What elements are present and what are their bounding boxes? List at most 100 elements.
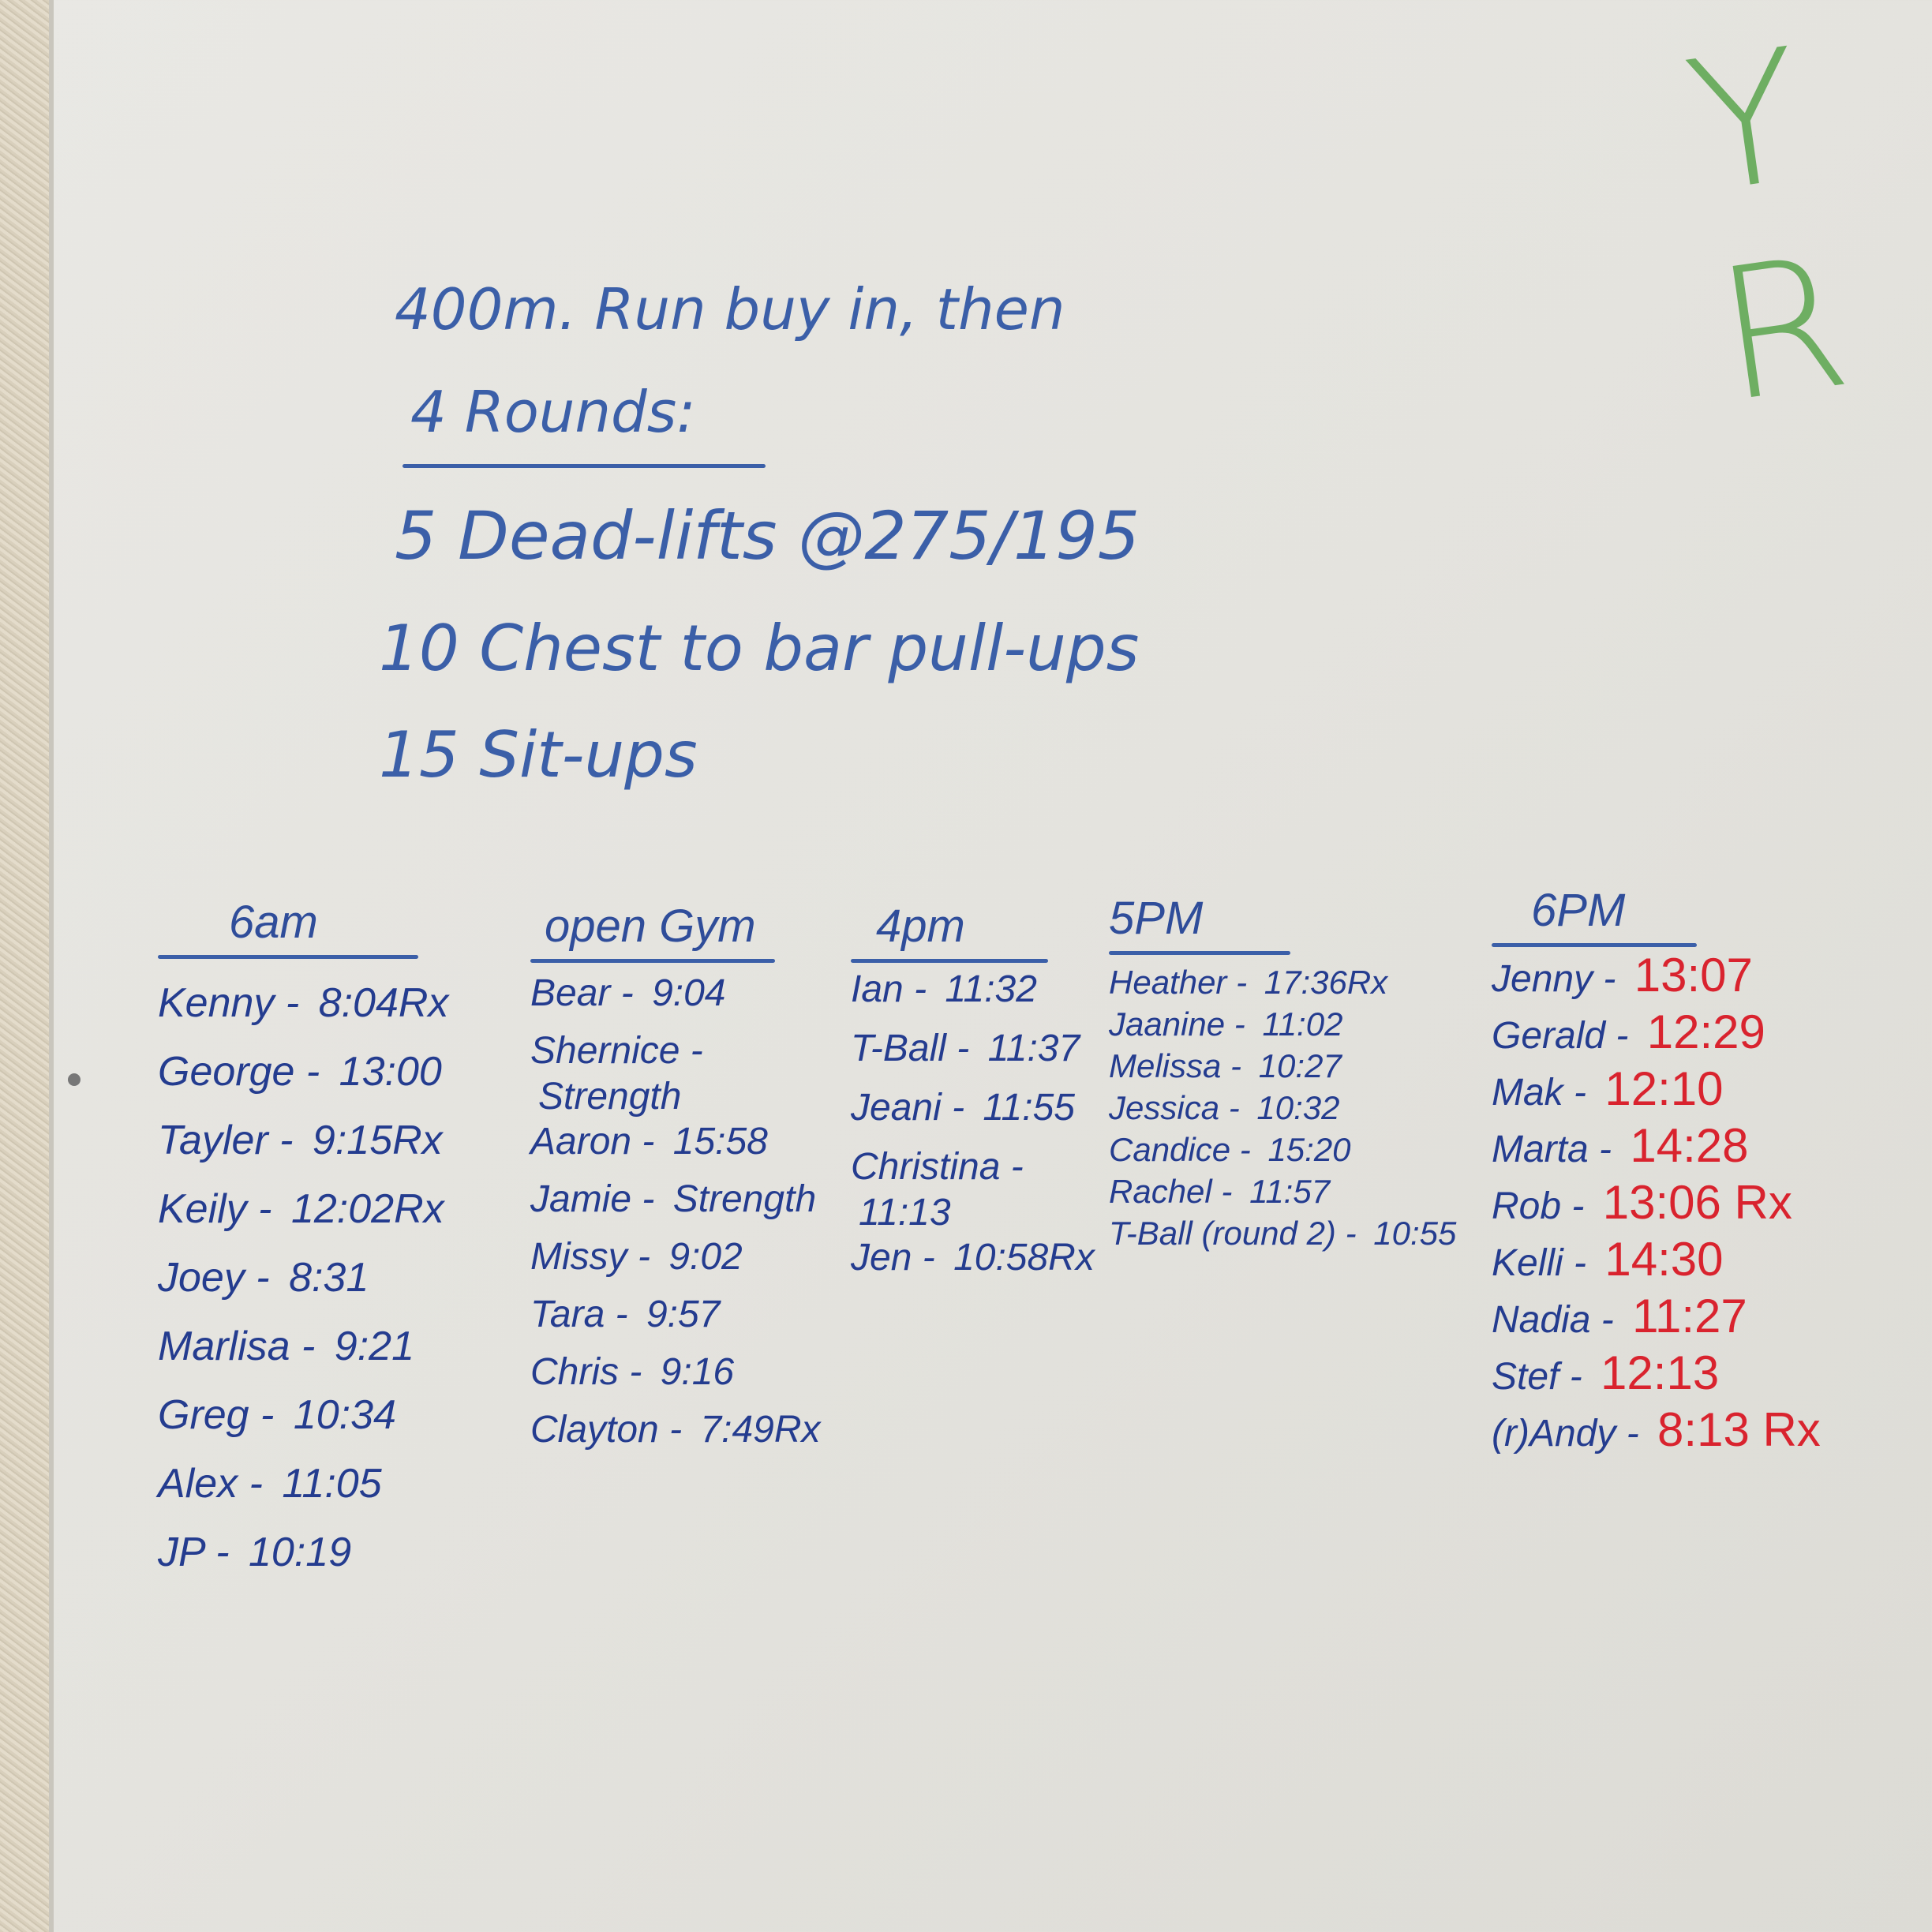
athlete-name: Chris - [530,1351,642,1394]
athlete-name: Aaron - [530,1121,655,1163]
result-entry: Marta - 14:28 [1492,1118,1910,1174]
result-time: 12:02Rx [290,1186,444,1232]
result-time: 9:21 [334,1324,415,1369]
workout-line: 10 Chest to bar pull-ups [379,612,1140,685]
athlete-name: Joey - [158,1255,270,1301]
result-entry: Greg - 10:34 [158,1391,521,1459]
header-underline [1492,943,1697,947]
result-entry: Jamie - Strength [530,1177,842,1234]
result-entry: Rachel - 11:57 [1109,1172,1480,1214]
wall-texture [0,0,51,1932]
result-time: 11:02 [1262,1005,1343,1043]
result-time: 10:27 [1258,1047,1342,1084]
result-entry: Keily - 12:02Rx [158,1185,521,1253]
result-entry: Jen - 10:58Rx [851,1235,1102,1294]
result-entry: Jenny - 13:07 [1492,947,1910,1004]
result-entry: Nadia - 11:27 [1492,1288,1910,1345]
result-time: 8:31 [289,1255,369,1301]
result-time: 10:58Rx [953,1237,1095,1279]
green-marker-letters: Y R [1676,6,1892,444]
athlete-name: Tayler - [158,1118,294,1163]
result-time: 9:57 [646,1294,721,1336]
athlete-name: Jessica - [1109,1089,1240,1126]
result-time: 13:00 [339,1049,442,1095]
athlete-name: Mak - [1492,1072,1586,1114]
result-time: 14:30 [1604,1233,1724,1286]
result-time: 12:13 [1601,1346,1720,1399]
entries-list: Jenny - 13:07 Gerald - 12:29 Mak - 12:10 Ma… [1492,947,1910,1458]
result-time: 9:04 [652,972,726,1014]
result-time: 9:16 [660,1351,735,1394]
workout-line: 15 Sit-ups [379,718,698,792]
result-entry: Joey - 8:31 [158,1253,521,1322]
athlete-name: T-Ball - [851,1028,970,1069]
result-entry: Aaron - 15:58 [530,1119,842,1177]
athlete-name: T-Ball (round 2) - [1109,1215,1357,1252]
result-time: 13:07 [1634,949,1753,1002]
athlete-name: Missy - [530,1236,650,1279]
result-entry: Jessica - 10:32 [1109,1088,1480,1130]
result-entry: Tara - 9:57 [530,1292,842,1350]
entries-list: Bear - 9:04 Shernice - Strength Aaron - 15… [530,971,842,1465]
result-entry: Clayton - 7:49Rx [530,1407,842,1465]
athlete-name: JP - [158,1530,230,1575]
athlete-name: Candice - [1109,1131,1251,1168]
result-time: 9:15Rx [312,1118,443,1163]
athlete-name: Heather - [1109,964,1248,1001]
result-entry: Chris - 9:16 [530,1350,842,1407]
result-time: 15:58 [672,1121,768,1163]
athlete-name: Tara - [530,1294,628,1336]
underline [402,464,766,468]
result-time: 9:02 [668,1236,743,1279]
result-entry: Bear - 9:04 [530,971,842,1028]
result-entry: Ian - 11:32 [851,967,1102,1026]
result-time: 11:13 [859,1191,951,1234]
result-time: 11:55 [983,1087,1075,1129]
entries-list: Heather - 17:36Rx Jaanine - 11:02 Melissa … [1109,963,1480,1256]
header-underline [851,959,1048,963]
result-entry: (r)Andy - 8:13 Rx [1492,1402,1910,1458]
athlete-name: Greg - [158,1392,275,1438]
athlete-name: Rob - [1492,1185,1585,1227]
athlete-name: Marta - [1492,1129,1612,1170]
result-time: 11:32 [945,968,1037,1010]
athlete-name: Christina - [851,1146,1024,1188]
column-header: 5PM [1109,893,1204,944]
result-time: 15:20 [1267,1131,1351,1168]
result-entry: George - 13:00 [158,1047,521,1116]
result-entry: Rob - 13:06 Rx [1492,1174,1910,1231]
result-time: 10:55 [1373,1215,1457,1252]
result-entry: Tayler - 9:15Rx [158,1116,521,1185]
result-entry: JP - 10:19 [158,1528,521,1597]
result-entry: T-Ball (round 2) - 10:55 [1109,1214,1480,1256]
result-time: 11:05 [282,1461,382,1507]
result-time: 12:29 [1646,1005,1765,1058]
whiteboard-frame-edge [49,0,54,1932]
workout-line: 5 Dead-lifts @275/195 [395,497,1140,575]
athlete-name: (r)Andy - [1492,1413,1639,1455]
column-header: open Gym [545,900,756,952]
result-time: 11:57 [1249,1173,1331,1210]
result-entry: Marlisa - 9:21 [158,1322,521,1391]
column-header: 6PM [1531,885,1626,936]
entries-list: Ian - 11:32 T-Ball - 11:37 Jeani - 11:55 Ch… [851,967,1102,1294]
result-entry: Kelli - 14:30 [1492,1231,1910,1288]
result-entry: T-Ball - 11:37 [851,1026,1102,1085]
result-time: 10:34 [293,1392,396,1438]
result-time: Strength [672,1178,817,1221]
athlete-name: Jen - [851,1237,935,1279]
athlete-name: Gerald - [1492,1015,1629,1057]
athlete-name: Ian - [851,968,927,1010]
result-entry: Kenny - 8:04Rx [158,979,521,1047]
entries-list: Kenny - 8:04Rx George - 13:00 Tayler - 9:1… [158,979,521,1597]
result-time: 8:04Rx [318,980,449,1026]
header-underline [530,959,775,963]
column-header: 4pm [876,900,965,952]
athlete-name: Jeani - [851,1087,965,1129]
athlete-name: Jenny - [1492,958,1616,1000]
result-time: 14:28 [1630,1119,1749,1172]
result-entry: Heather - 17:36Rx [1109,963,1480,1005]
athlete-name: Nadia - [1492,1299,1614,1341]
screw [68,1073,80,1086]
result-time: 7:49Rx [700,1409,821,1451]
